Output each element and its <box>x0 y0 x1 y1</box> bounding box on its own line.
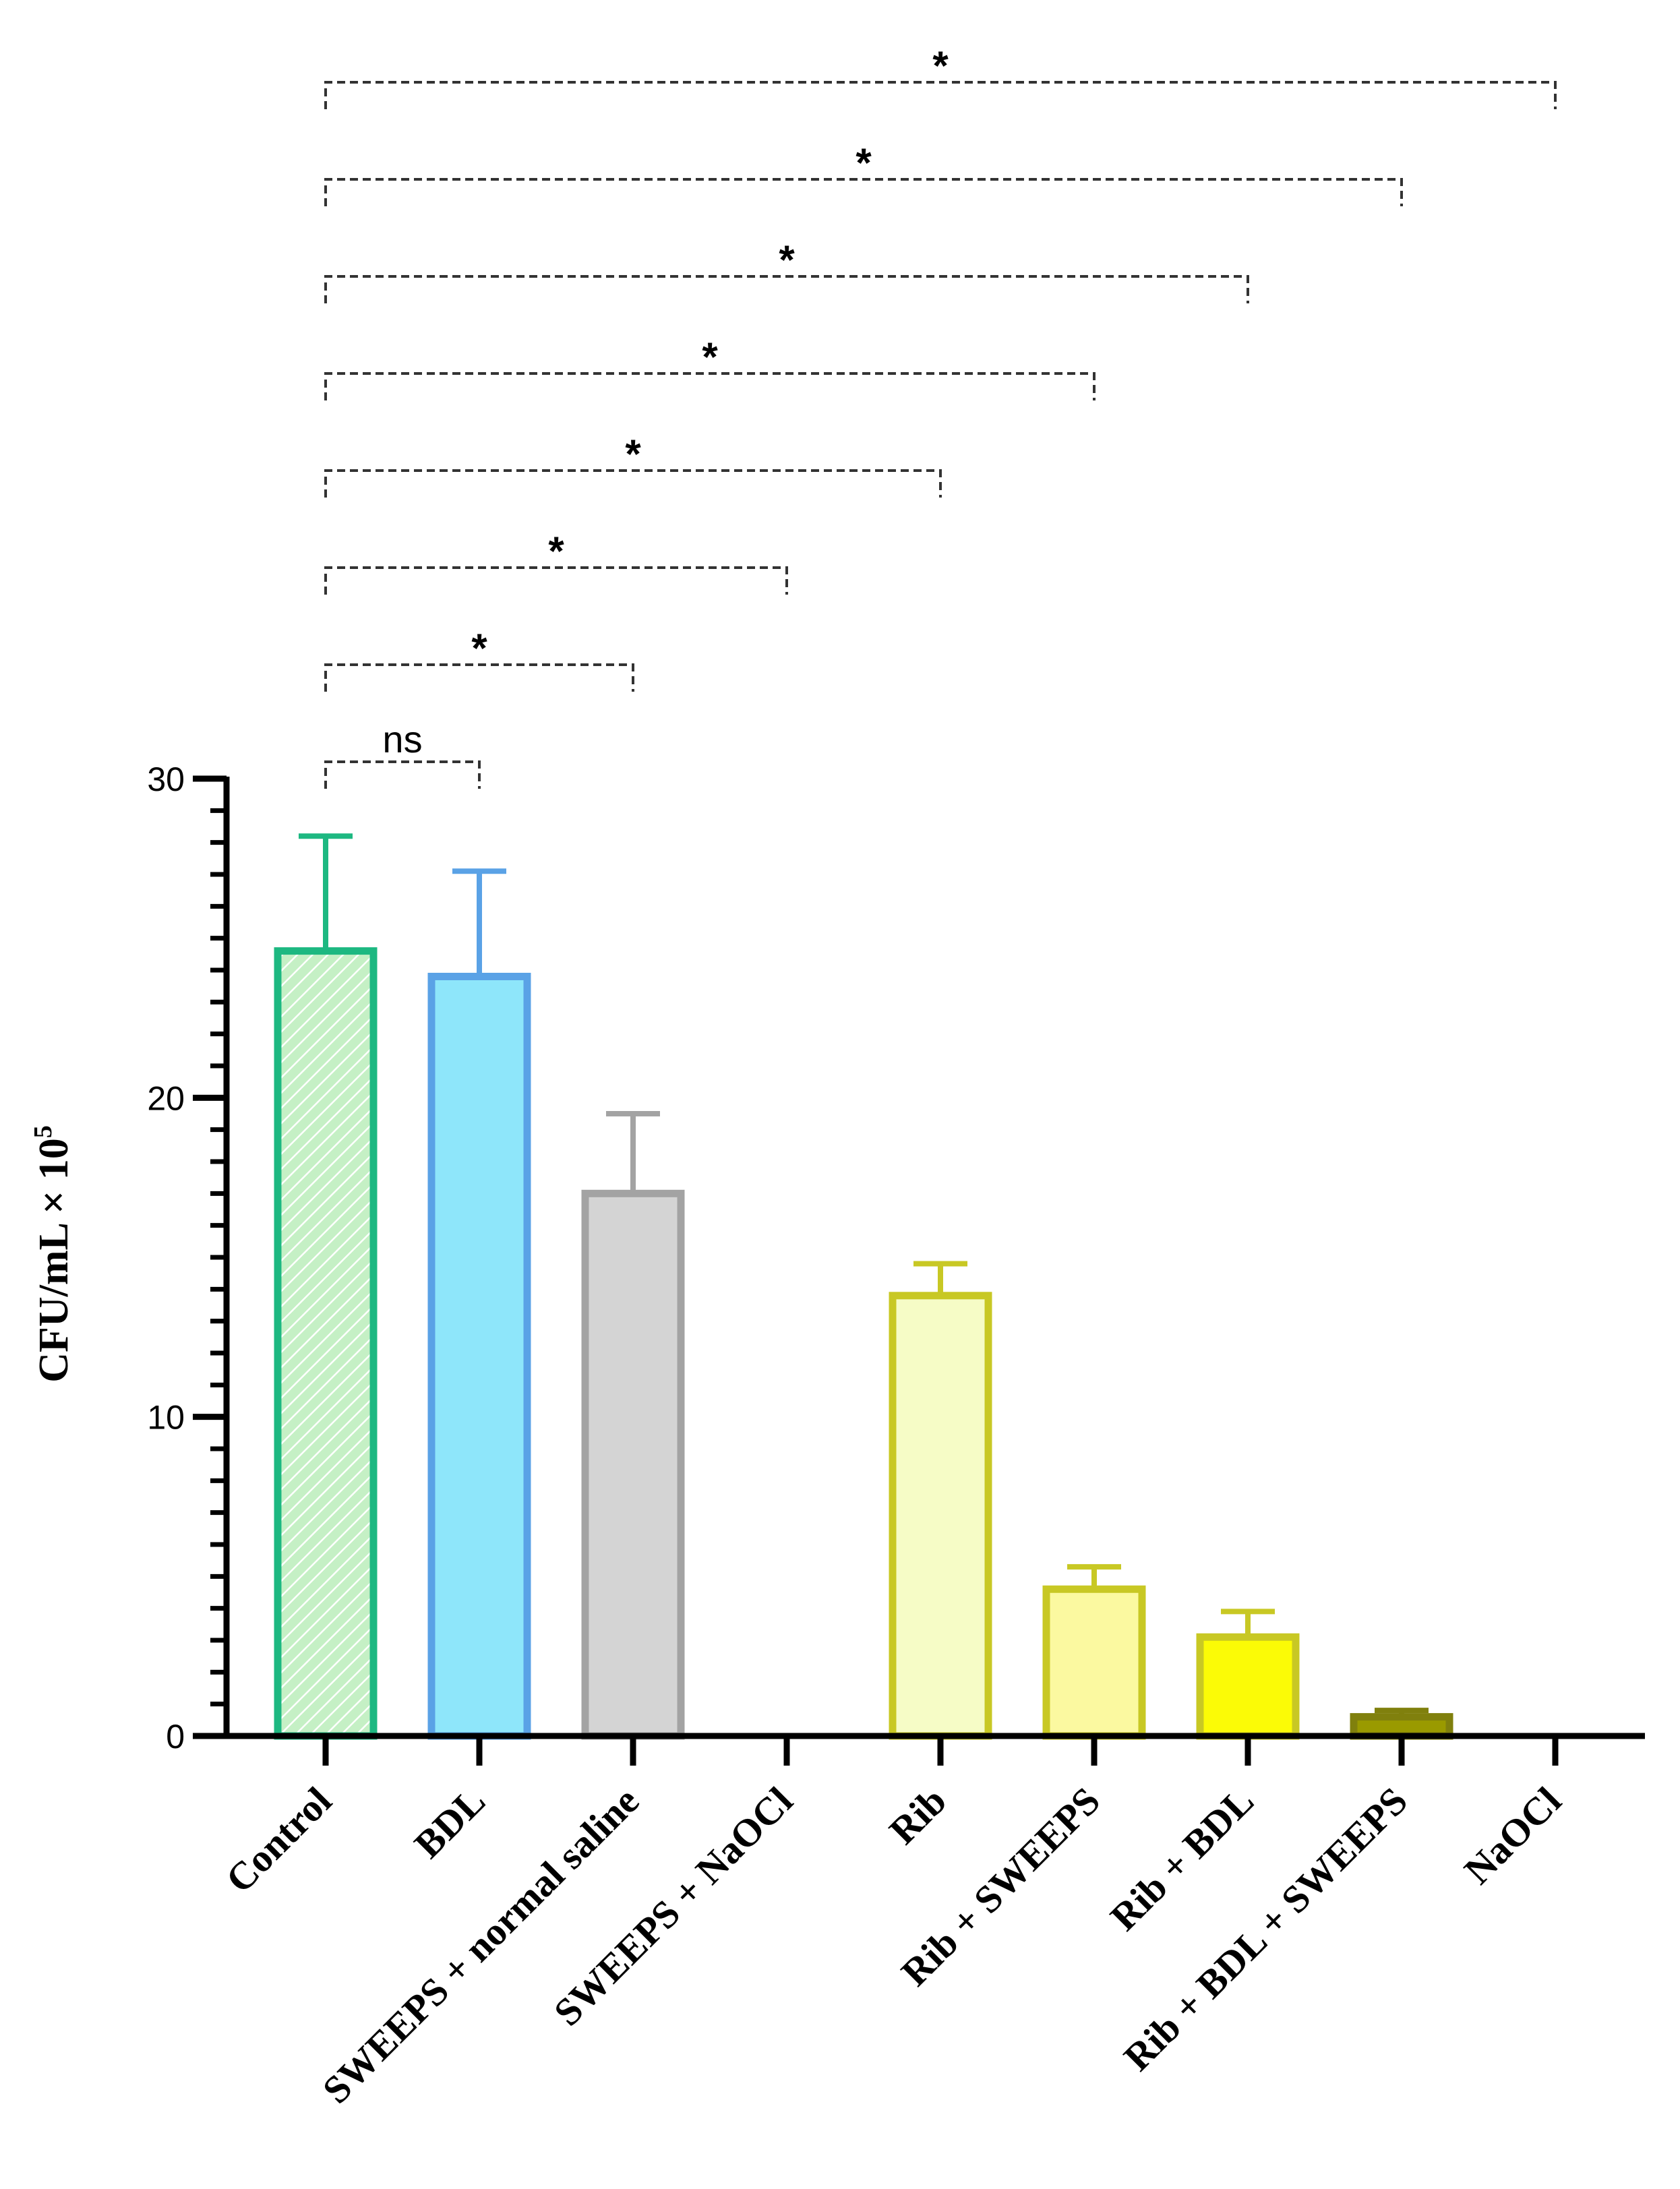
x-tick-label: Rib <box>880 1778 955 1853</box>
error-bar <box>1067 1564 1121 1590</box>
significance-label: * <box>702 334 718 380</box>
significance-bracket: ns <box>324 718 481 789</box>
x-tick-label: Control <box>217 1778 340 1901</box>
x-tick-label: SWEEPS + normal saline <box>314 1778 647 2111</box>
y-tick-label: 0 <box>166 1718 185 1756</box>
y-axis-label: CFU/mL × 105 <box>29 1125 77 1383</box>
significance-bracket: * <box>324 140 1403 206</box>
significance-bracket: * <box>324 431 942 498</box>
x-tick-label: Rib + BDL <box>1102 1778 1262 1939</box>
bracket-line <box>324 372 1096 400</box>
bracket-line <box>324 469 942 498</box>
bar <box>427 972 531 1740</box>
significance-label: * <box>471 626 487 671</box>
y-tick-label: 20 <box>147 1079 185 1117</box>
y-tick-label: 30 <box>147 760 185 798</box>
significance-label: * <box>625 431 641 477</box>
significance-bracket: * <box>324 237 1249 303</box>
x-tick-label: NaOCl <box>1456 1778 1569 1892</box>
y-axis-label-superscript: 5 <box>29 1125 57 1138</box>
error-bar <box>452 868 506 977</box>
bracket-line <box>324 760 481 789</box>
x-tick-label: Rib + BDL + SWEEPS <box>1115 1778 1416 2079</box>
significance-label: ns <box>382 718 422 760</box>
bar <box>581 1189 685 1740</box>
y-axis-label-text: CFU/mL × 10 <box>31 1138 77 1383</box>
significance-bracket: * <box>324 529 788 595</box>
y-tick-label: 10 <box>147 1399 185 1437</box>
significance-bracket: * <box>324 626 634 692</box>
bar <box>1196 1633 1300 1740</box>
significance-label: * <box>548 529 564 574</box>
error-bar <box>1375 1708 1429 1717</box>
error-bar <box>299 833 353 951</box>
significance-label: * <box>779 237 795 282</box>
bracket-line <box>324 566 788 595</box>
bracket-line <box>324 178 1403 206</box>
significance-label: * <box>932 43 949 88</box>
bar <box>274 947 378 1740</box>
significance-label: * <box>856 140 872 185</box>
significance-bracket: * <box>324 43 1557 109</box>
error-bar <box>606 1111 660 1194</box>
bracket-line <box>324 81 1557 109</box>
error-bar <box>1221 1609 1275 1638</box>
bar <box>889 1292 992 1740</box>
bracket-line <box>324 663 634 692</box>
error-bar <box>913 1261 967 1296</box>
bracket-line <box>324 275 1249 303</box>
bar <box>1042 1585 1146 1740</box>
x-tick-label: BDL <box>406 1778 493 1866</box>
significance-bracket: * <box>324 334 1096 400</box>
